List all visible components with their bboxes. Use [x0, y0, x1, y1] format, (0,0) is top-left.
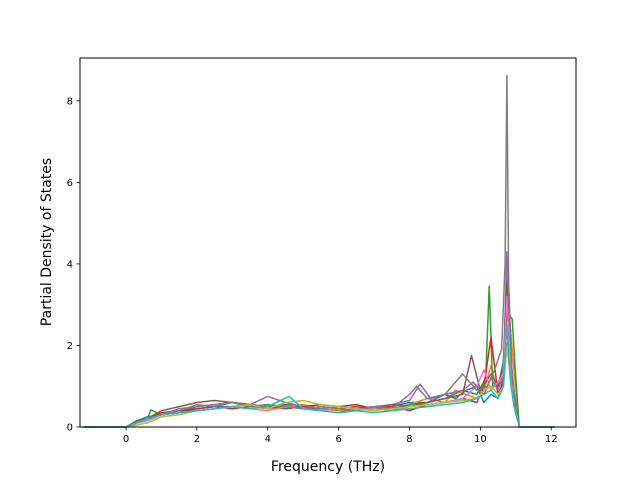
plot-frame	[79, 57, 577, 428]
x-tick-label: 12	[545, 434, 558, 445]
series-line-9	[83, 324, 555, 428]
y-axis-label: Partial Density of States	[39, 158, 55, 326]
series-line-5	[83, 283, 555, 428]
x-tick-label: 10	[474, 434, 487, 445]
x-axis: 0 2 4 6 8 10 12	[123, 427, 558, 445]
x-tick-label: 8	[406, 434, 412, 445]
series-layer	[83, 74, 555, 428]
y-tick-label: 2	[67, 341, 73, 352]
series-line-7	[83, 74, 555, 428]
y-tick-label: 4	[67, 259, 73, 270]
plot-area-background	[80, 58, 576, 427]
y-tick-label: 0	[67, 423, 73, 434]
y-tick-label: 8	[67, 96, 73, 107]
x-axis-label: Frequency (THz)	[271, 459, 385, 475]
x-tick-label: 2	[194, 434, 200, 445]
x-tick-label: 0	[123, 434, 129, 445]
x-tick-label: 4	[265, 434, 271, 445]
x-tick-label: 6	[335, 434, 341, 445]
y-tick-label: 6	[67, 178, 73, 189]
y-axis: 0 2 4 6 8	[67, 96, 80, 434]
